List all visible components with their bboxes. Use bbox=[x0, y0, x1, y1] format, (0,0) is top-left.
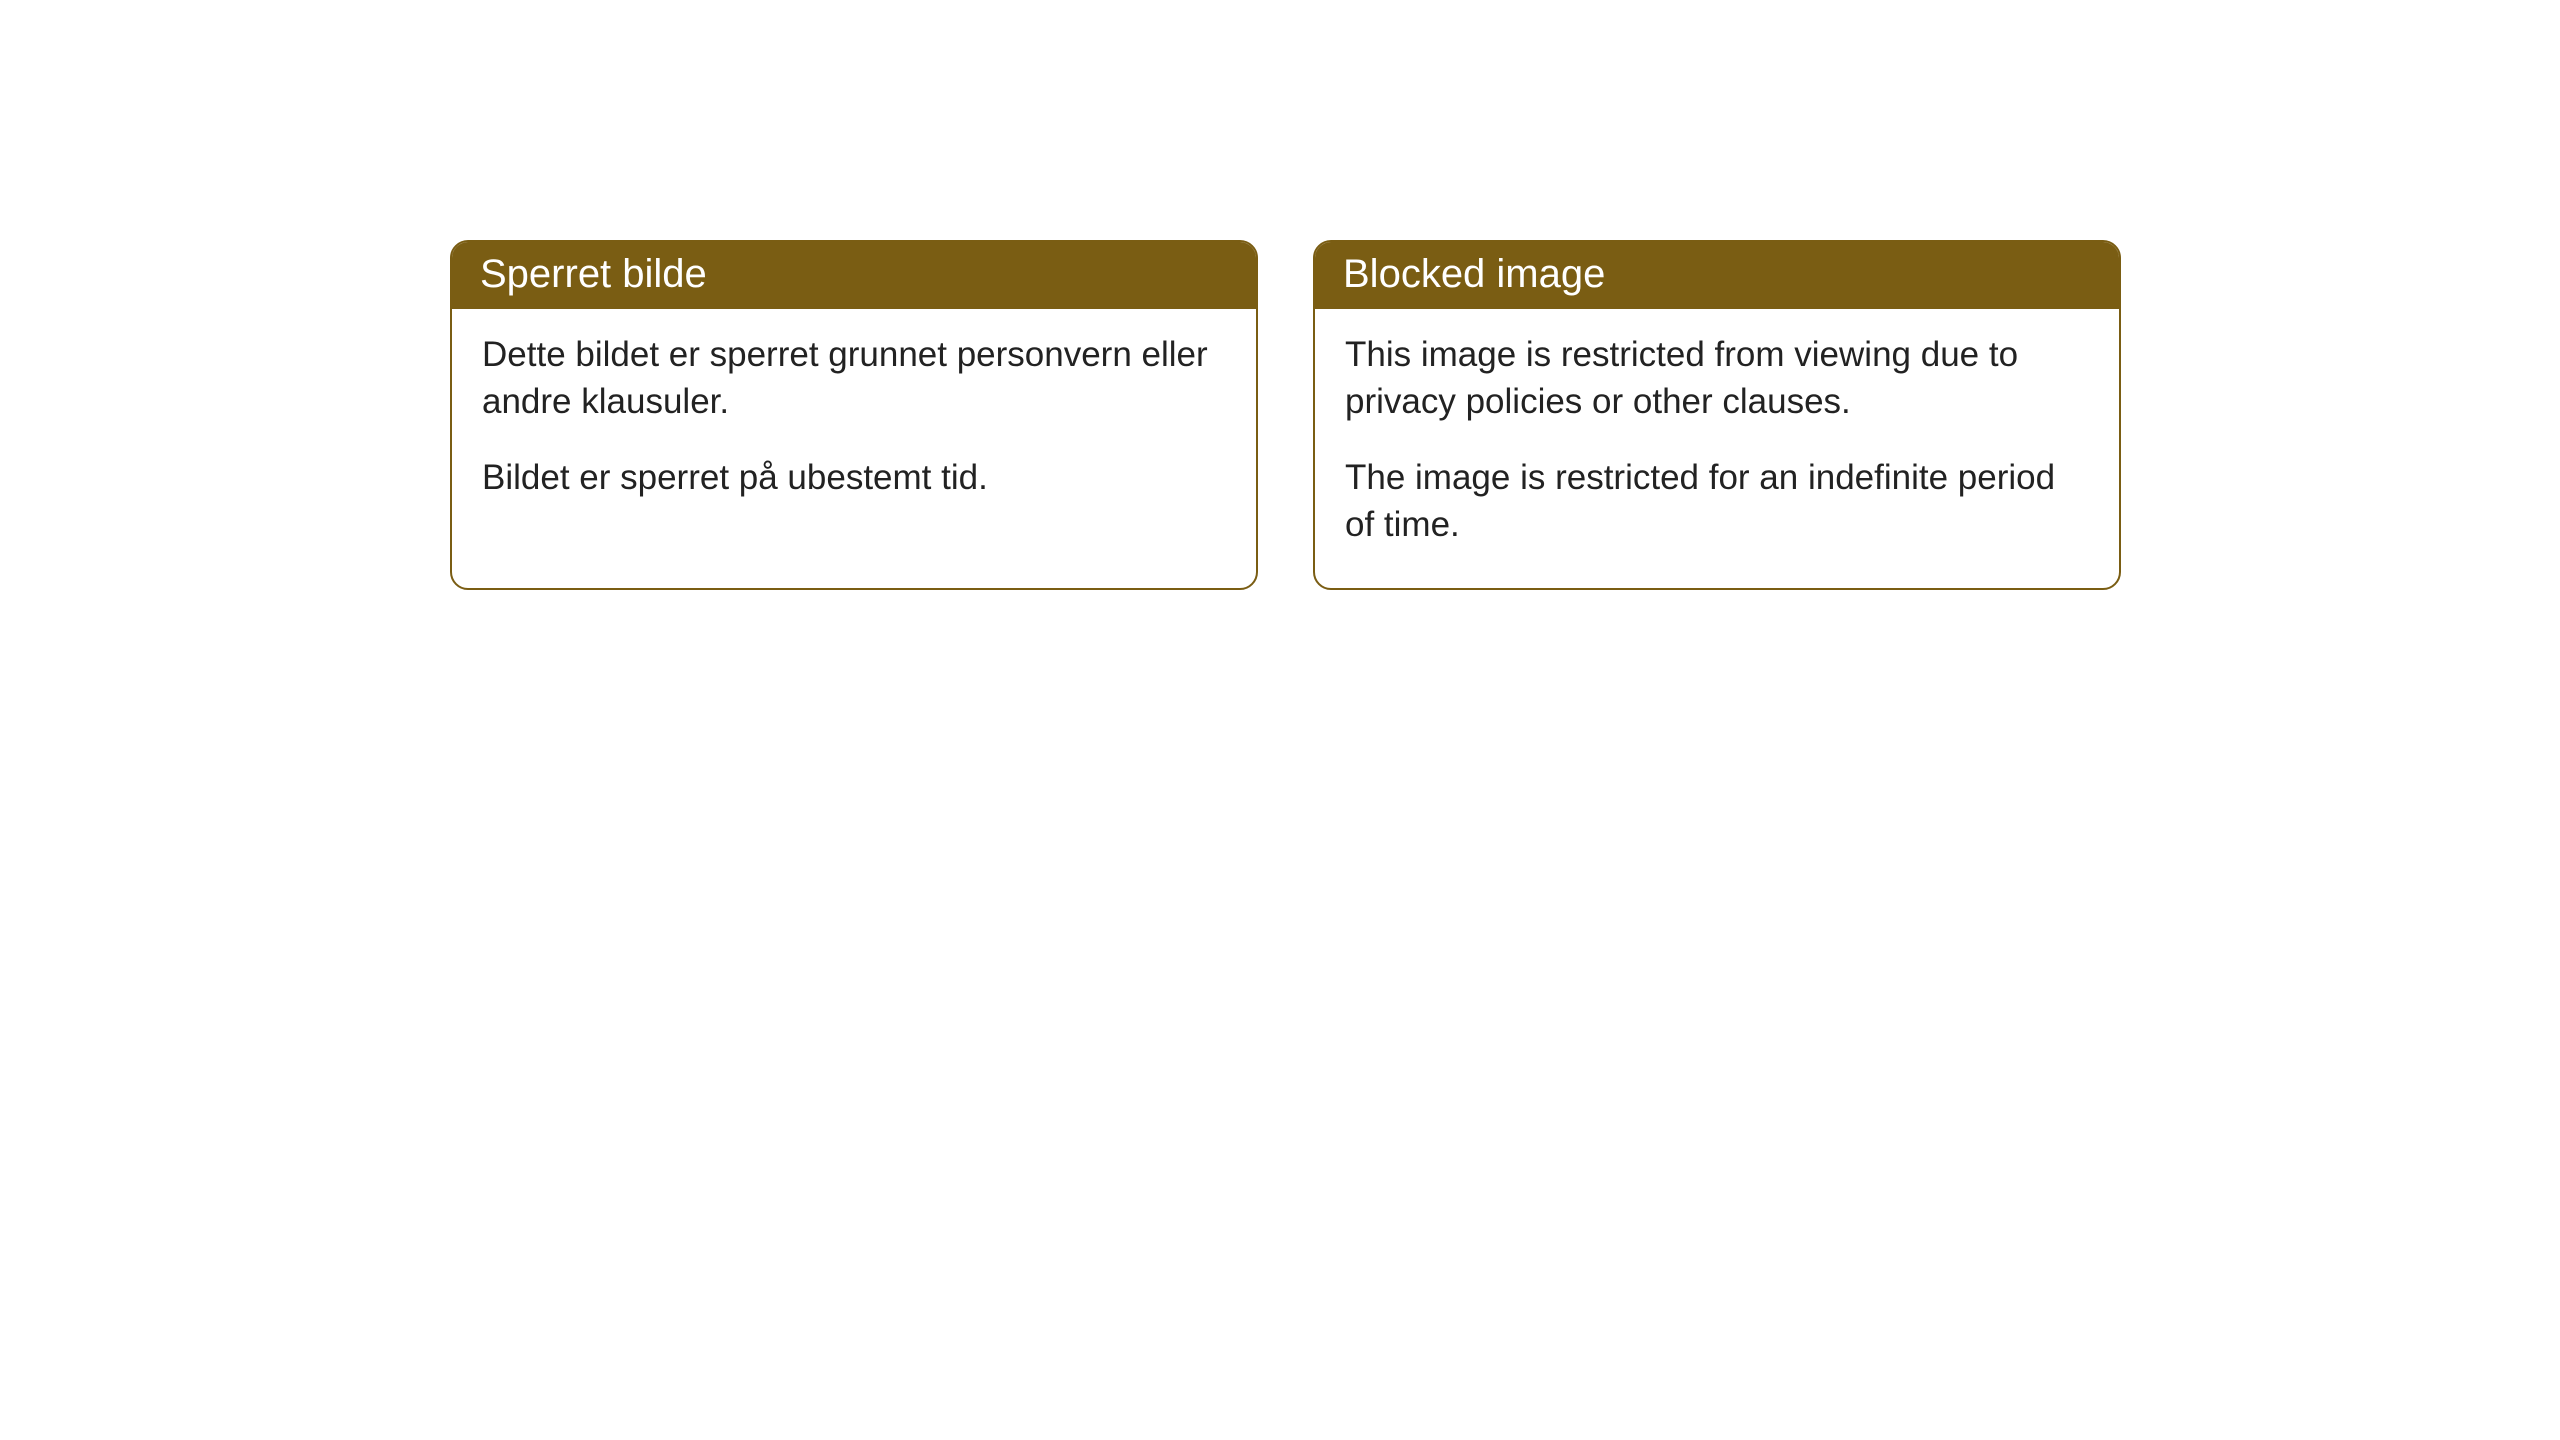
card-paragraph: This image is restricted from viewing du… bbox=[1345, 331, 2089, 426]
card-paragraph: The image is restricted for an indefinit… bbox=[1345, 454, 2089, 549]
notice-card-english: Blocked image This image is restricted f… bbox=[1313, 240, 2121, 590]
card-body: This image is restricted from viewing du… bbox=[1315, 309, 2119, 588]
card-paragraph: Dette bildet er sperret grunnet personve… bbox=[482, 331, 1226, 426]
notice-card-norwegian: Sperret bilde Dette bildet er sperret gr… bbox=[450, 240, 1258, 590]
card-title: Sperret bilde bbox=[480, 252, 707, 296]
card-header: Sperret bilde bbox=[452, 242, 1256, 309]
notice-cards-container: Sperret bilde Dette bildet er sperret gr… bbox=[450, 240, 2121, 590]
card-title: Blocked image bbox=[1343, 252, 1605, 296]
card-body: Dette bildet er sperret grunnet personve… bbox=[452, 309, 1256, 541]
card-header: Blocked image bbox=[1315, 242, 2119, 309]
card-paragraph: Bildet er sperret på ubestemt tid. bbox=[482, 454, 1226, 501]
